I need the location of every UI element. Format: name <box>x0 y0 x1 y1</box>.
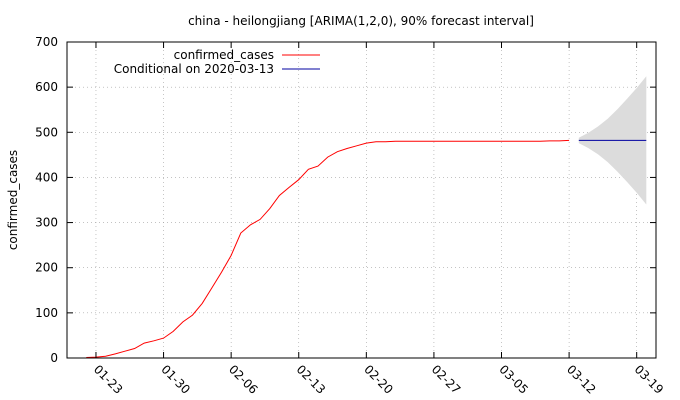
y-tick-label: 300 <box>35 216 58 230</box>
legend-label-conditional: Conditional on 2020-03-13 <box>114 62 274 76</box>
x-tick-label: 02-27 <box>429 362 464 397</box>
chart-title: china - heilongjiang [ARIMA(1,2,0), 90% … <box>188 14 534 28</box>
grid <box>67 42 656 358</box>
y-axis-label: confirmed_cases <box>6 150 20 250</box>
x-tick-label: 02-13 <box>294 362 329 397</box>
series-line-confirmed-cases <box>86 139 570 358</box>
axes: 0 100 200 300 400 500 600 700 01-23 01-30 02-06 02-… <box>35 35 666 397</box>
x-tick-label: 03-05 <box>496 362 531 397</box>
y-tick-label: 600 <box>35 80 58 94</box>
x-tick-label: 01-30 <box>158 362 193 397</box>
legend: confirmed_cases Conditional on 2020-03-1… <box>114 48 320 76</box>
y-tick-label: 400 <box>35 170 58 184</box>
x-tick-label: 03-12 <box>564 362 599 397</box>
y-tick-label: 0 <box>50 351 58 365</box>
y-tick-label: 100 <box>35 306 58 320</box>
legend-label-confirmed-cases: confirmed_cases <box>174 48 274 62</box>
series-lines <box>86 139 647 358</box>
y-tick-label: 500 <box>35 125 58 139</box>
x-tick-label: 03-19 <box>632 362 667 397</box>
x-tick-label: 02-06 <box>226 362 261 397</box>
y-tick-label: 700 <box>35 35 58 49</box>
x-tick-label: 02-20 <box>361 362 396 397</box>
plot-frame <box>66 41 657 359</box>
x-tick-label: 01-23 <box>91 362 126 397</box>
y-tick-label: 200 <box>35 261 58 275</box>
